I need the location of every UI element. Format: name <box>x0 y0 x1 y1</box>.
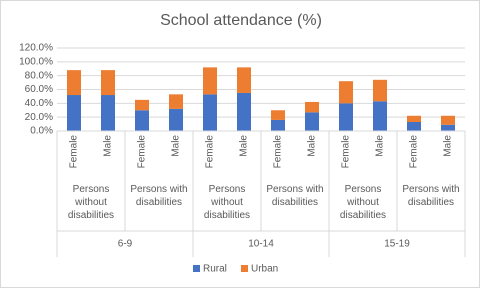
x-tick-label: Female <box>273 135 284 169</box>
bar-segment <box>271 110 285 120</box>
bar-segment <box>407 115 421 123</box>
subgroup-label: Persons with disabilities <box>266 184 324 208</box>
x-tick-label: Female <box>341 135 352 169</box>
bar-segment <box>407 122 421 131</box>
bar-segment <box>441 124 455 131</box>
x-tick-label: Male <box>239 135 250 157</box>
y-tick-label: 0.0% <box>30 126 53 137</box>
bar-segment <box>373 101 387 131</box>
x-tick-label: Male <box>103 135 114 157</box>
bar-segment <box>67 95 81 131</box>
bar-segment <box>441 115 455 125</box>
group-label: 6-9 <box>118 239 133 250</box>
group-label: 15-19 <box>384 239 410 250</box>
group-label: 10-14 <box>248 239 274 250</box>
bar-segment <box>101 70 115 96</box>
bar-segment <box>305 112 319 131</box>
x-tick-label: Female <box>409 135 420 169</box>
legend-swatch <box>193 265 200 272</box>
legend-label: Rural <box>203 264 227 275</box>
bar-segment <box>135 110 149 131</box>
x-tick-label: Female <box>205 135 216 169</box>
bar-segment <box>373 79 387 102</box>
bar-segment <box>203 67 217 95</box>
bar-segment <box>339 81 353 104</box>
bar-segment <box>101 95 115 131</box>
y-tick-label: 20.0% <box>25 112 53 123</box>
bar-segment <box>169 94 183 109</box>
x-tick-label: Male <box>375 135 386 157</box>
subgroup-label: Persons without disabilities <box>339 184 387 221</box>
x-tick-label: Female <box>137 135 148 169</box>
legend-swatch <box>241 265 248 272</box>
bar-segment <box>169 108 183 131</box>
bar-segment <box>339 103 353 131</box>
bar-segment <box>271 119 285 131</box>
subgroup-label: Persons with disabilities <box>402 184 460 208</box>
legend-label: Urban <box>251 264 278 275</box>
subgroup-label: Persons with disabilities <box>130 184 188 208</box>
bar-segment <box>135 99 149 111</box>
bar-segment <box>203 94 217 131</box>
x-tick-label: Male <box>171 135 182 157</box>
y-tick-label: 120.0% <box>19 43 53 54</box>
y-tick-label: 40.0% <box>25 98 53 109</box>
y-tick-label: 100.0% <box>19 56 53 67</box>
x-tick-label: Male <box>443 135 454 157</box>
chart-title: School attendance (%) <box>160 12 322 29</box>
y-tick-label: 60.0% <box>25 84 53 95</box>
subgroup-label: Persons without disabilities <box>203 184 251 221</box>
bar-segment <box>67 70 81 96</box>
x-tick-label: Male <box>307 135 318 157</box>
subgroup-label: Persons without disabilities <box>67 184 115 221</box>
y-tick-label: 80.0% <box>25 70 53 81</box>
bar-segment <box>237 92 251 131</box>
bar-segment <box>237 67 251 93</box>
x-tick-label: Female <box>69 135 80 169</box>
bar-segment <box>305 101 319 113</box>
